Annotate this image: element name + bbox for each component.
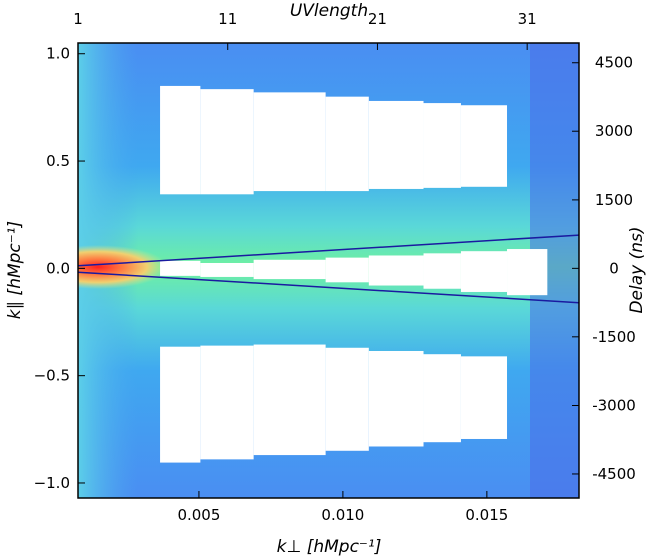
masked-lower-6 [460, 356, 508, 439]
masked-regions [160, 85, 548, 463]
y-tick-label: 1.0 [46, 45, 70, 63]
top-axis: 1 11 21 31 [73, 10, 537, 50]
right-tick-label: -4500 [592, 465, 636, 483]
wedge-lines [78, 234, 579, 304]
masked-center-7 [507, 249, 548, 296]
x-tick-label: 0.005 [177, 506, 220, 524]
masked-center-4 [368, 255, 424, 286]
x-axis: 0.005 0.010 0.015 [177, 491, 508, 524]
top-tick-label: 21 [368, 10, 387, 28]
masked-center-5 [423, 253, 461, 289]
y-tick-label: 0.5 [46, 152, 70, 170]
masked-lower-4 [368, 350, 424, 447]
masked-lower-3 [325, 347, 369, 451]
right-axis: 4500 3000 1500 0 -1500 -3000 -4500 [572, 54, 636, 483]
masked-center-6 [460, 251, 508, 292]
masked-upper-0 [160, 85, 201, 195]
masked-center-0 [160, 260, 201, 276]
plot-frame [77, 42, 580, 499]
masked-upper-5 [423, 103, 461, 188]
y-tick-label: 0.0 [46, 259, 70, 277]
right-tick-label: 3000 [595, 122, 633, 140]
masked-center-1 [200, 262, 254, 277]
masked-center-3 [325, 257, 369, 283]
masked-lower-1 [200, 345, 254, 460]
masked-lower-0 [160, 346, 201, 463]
masked-upper-4 [368, 100, 424, 189]
x-axis-label: k⊥ [hMpc⁻¹] [277, 537, 382, 557]
top-tick-label: 11 [218, 10, 237, 28]
right-tick-label: 1500 [595, 191, 633, 209]
y-tick-label: −1.0 [34, 474, 70, 492]
right-tick-label: -1500 [592, 328, 636, 346]
right-axis-label: Delay (ns) [627, 226, 647, 313]
top-tick-label: 31 [518, 10, 537, 28]
x-tick-label: 0.010 [321, 506, 364, 524]
heatmap-core-hotspot [78, 245, 168, 289]
masked-center-2 [253, 259, 326, 280]
right-tick-label: 0 [609, 259, 619, 277]
x-tick-label: 0.015 [465, 506, 508, 524]
right-tick-label: -3000 [592, 396, 636, 414]
top-axis-label: UVlength [290, 1, 368, 21]
y-axis-label: k∥ [hMpc⁻¹] [5, 221, 25, 319]
masked-lower-2 [253, 344, 326, 456]
masked-upper-6 [460, 105, 508, 187]
wedge-line-1 [78, 271, 579, 304]
right-tick-label: 4500 [595, 54, 633, 72]
wedge-line-0 [78, 234, 579, 267]
y-axis: 1.0 0.5 0.0 −0.5 −1.0 [34, 45, 85, 492]
y-tick-label: −0.5 [34, 367, 70, 385]
masked-upper-1 [200, 89, 254, 195]
masked-upper-3 [325, 96, 369, 192]
top-tick-label: 1 [73, 10, 83, 28]
masked-upper-2 [253, 92, 326, 192]
masked-lower-5 [423, 354, 461, 443]
